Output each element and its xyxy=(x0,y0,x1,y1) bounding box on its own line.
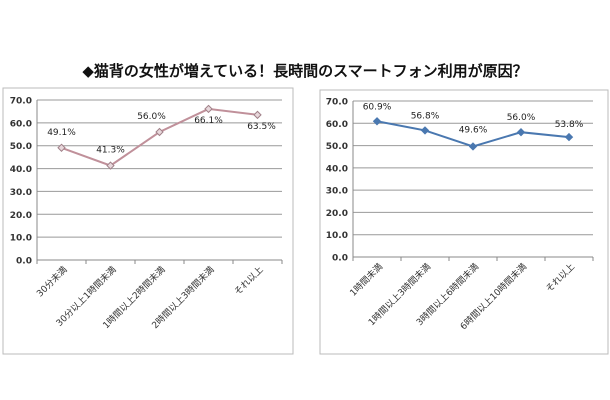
data-point xyxy=(372,117,382,126)
data-point xyxy=(155,127,164,137)
y-tick-label: 20.0 xyxy=(10,211,32,221)
y-tick-label: 50.0 xyxy=(10,142,32,152)
y-tick-label: 20.0 xyxy=(326,209,348,219)
chart-1: 0.010.020.030.040.050.060.070.030分未満30分以… xyxy=(2,87,294,355)
data-label: 60.9% xyxy=(363,102,392,112)
data-point xyxy=(57,143,66,152)
data-label: 56.0% xyxy=(137,112,166,122)
data-label: 66.1% xyxy=(194,116,223,126)
page-title: ◆猫背の女性が増えている！長時間のスマートフォン利用が原因？ xyxy=(82,62,528,80)
y-tick-label: 60.0 xyxy=(10,119,32,129)
y-tick-label: 40.0 xyxy=(10,165,32,175)
y-tick-label: 50.0 xyxy=(326,142,348,152)
data-label: 41.3% xyxy=(96,146,125,156)
y-tick-label: 30.0 xyxy=(10,188,32,198)
y-tick-label: 30.0 xyxy=(326,187,348,197)
data-point xyxy=(468,142,478,151)
data-point xyxy=(420,126,430,135)
data-label: 63.5% xyxy=(247,122,276,132)
data-point xyxy=(564,132,574,142)
data-label: 53.8% xyxy=(555,120,584,130)
y-tick-label: 60.0 xyxy=(326,120,348,130)
data-point xyxy=(516,127,526,137)
y-tick-label: 0.0 xyxy=(16,257,32,267)
data-point xyxy=(106,161,115,170)
chart-frame xyxy=(319,89,609,355)
y-tick-label: 40.0 xyxy=(326,164,348,174)
data-label: 49.1% xyxy=(47,128,76,138)
chart-2: 0.010.020.030.040.050.060.070.01時間未満1時間以… xyxy=(319,89,609,355)
data-label: 56.0% xyxy=(507,113,536,123)
y-tick-label: 70.0 xyxy=(326,98,348,108)
data-label: 49.6% xyxy=(459,125,488,135)
y-tick-label: 70.0 xyxy=(10,97,32,107)
data-point xyxy=(204,104,213,114)
data-label: 56.8% xyxy=(411,111,440,121)
y-tick-label: 10.0 xyxy=(326,231,348,241)
chart-frame xyxy=(2,87,294,355)
data-point xyxy=(253,110,262,120)
y-tick-label: 0.0 xyxy=(332,254,348,264)
y-tick-label: 10.0 xyxy=(10,234,32,244)
